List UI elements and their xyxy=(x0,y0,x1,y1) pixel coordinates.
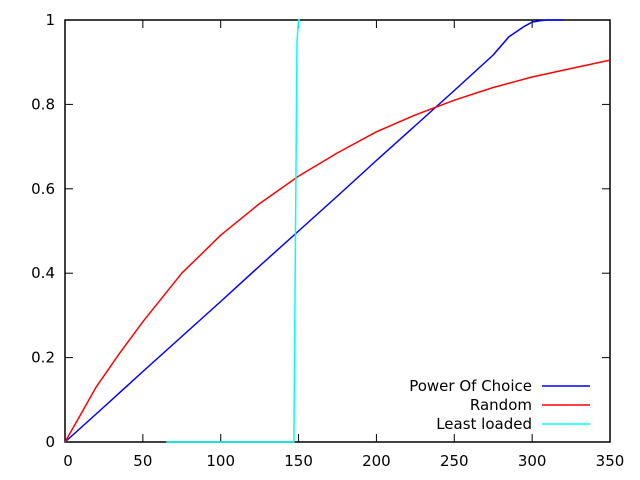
y-axis: 0 0.2 0.4 0.6 0.8 1 xyxy=(31,11,610,451)
plot-area xyxy=(64,19,611,443)
x-tick-label: 350 xyxy=(596,452,625,470)
x-axis: 0 50 100 150 200 250 300 350 xyxy=(63,20,624,470)
x-tick-label: 150 xyxy=(284,452,313,470)
legend-label-least-loaded: Least loaded xyxy=(436,415,532,433)
y-tick-label: 0.6 xyxy=(31,180,55,198)
x-tick-label: 0 xyxy=(63,452,73,470)
legend-label-random: Random xyxy=(470,396,532,414)
series-line-least-loaded xyxy=(166,19,301,443)
plot-border xyxy=(64,19,611,443)
y-tick-label: 0.4 xyxy=(31,264,55,282)
y-tick-label: 0.2 xyxy=(31,349,55,367)
series-lines xyxy=(64,19,611,443)
series-line-power-of-choice xyxy=(64,19,564,443)
y-tick-label: 0 xyxy=(45,433,55,451)
x-tick-label: 300 xyxy=(518,452,547,470)
x-tick-label: 250 xyxy=(440,452,469,470)
x-tick-label: 50 xyxy=(133,452,152,470)
series-line-random xyxy=(64,59,611,443)
y-tick-label: 1 xyxy=(45,11,55,29)
x-tick-label: 200 xyxy=(362,452,391,470)
x-tick-label: 100 xyxy=(206,452,235,470)
legend-label-power-of-choice: Power Of Choice xyxy=(409,377,532,395)
y-tick-label: 0.8 xyxy=(31,95,55,113)
